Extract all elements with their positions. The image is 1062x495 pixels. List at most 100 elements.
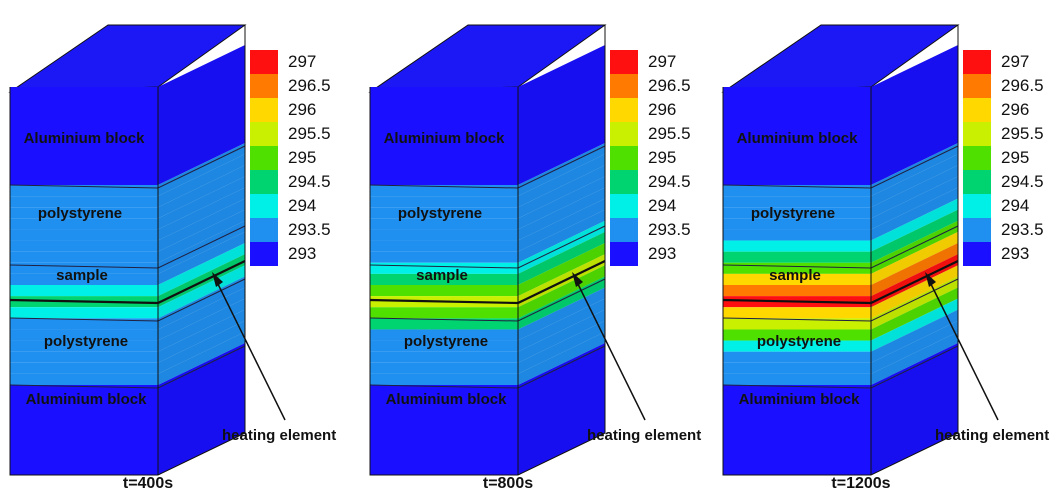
scale-swatch — [610, 50, 638, 74]
scale-tick-label: 294.5 — [648, 172, 691, 191]
label-heating-element: heating element — [222, 427, 336, 444]
label-sample: sample — [769, 267, 821, 284]
front-layer — [370, 385, 518, 475]
front-layer — [10, 240, 158, 252]
scale-swatch — [610, 146, 638, 170]
scale-tick-label: 295.5 — [648, 124, 691, 143]
scale-swatch — [963, 170, 991, 194]
scale-swatch — [250, 170, 278, 194]
label-sample: sample — [416, 267, 468, 284]
side-layer — [518, 198, 605, 252]
scale-tick-label: 293.5 — [648, 220, 691, 239]
side-layer — [158, 265, 245, 319]
side-layer — [518, 176, 605, 230]
arrow-head-icon — [572, 272, 583, 287]
front-layer — [723, 262, 871, 274]
front-layer — [10, 318, 158, 330]
front-layer — [723, 218, 871, 230]
side-layer — [871, 265, 958, 319]
front-layer — [370, 196, 518, 208]
scale-swatch — [250, 122, 278, 146]
front-layer — [10, 273, 158, 285]
side-layer — [518, 265, 605, 319]
scale-tick-label: 296.5 — [1001, 76, 1044, 95]
scale-tick-label: 294.5 — [1001, 172, 1044, 191]
front-layer — [723, 285, 871, 297]
side-layer — [871, 187, 958, 241]
scale-tick-label: 296.5 — [648, 76, 691, 95]
scale-swatch — [250, 146, 278, 170]
front-layer — [10, 285, 158, 297]
heating-arrow — [573, 275, 646, 421]
scale-tick-label: 295.5 — [288, 124, 331, 143]
side-layer — [158, 320, 245, 374]
scale-swatch — [250, 74, 278, 98]
front-layer — [370, 87, 518, 185]
scale-swatch — [963, 218, 991, 242]
front-layer — [723, 385, 871, 475]
scale-tick-label: 296 — [288, 100, 316, 119]
scale-tick-label: 297 — [288, 52, 316, 71]
side-layer — [871, 243, 958, 297]
side-layer — [158, 176, 245, 230]
front-layer — [723, 340, 871, 352]
scale-swatch — [250, 218, 278, 242]
scale-tick-label: 297 — [1001, 52, 1029, 71]
scale-tick-label: 294 — [648, 196, 676, 215]
scale-tick-label: 296 — [648, 100, 676, 119]
front-layer — [723, 87, 871, 185]
front-layer — [10, 207, 158, 219]
side-layer — [518, 187, 605, 241]
side-layer — [158, 154, 245, 208]
panel-1: Aluminium block polystyrene sample polystyr… — [8, 24, 336, 492]
front-layer — [10, 218, 158, 230]
label-heating-element: heating element — [587, 427, 701, 444]
panel-3: Aluminium block polystyrene sample polystyr… — [721, 24, 1049, 492]
front-layer — [723, 207, 871, 219]
front-layer — [723, 307, 871, 319]
front-layer — [723, 185, 871, 197]
scale-tick-label: 294 — [288, 196, 316, 215]
heating-arrow — [213, 275, 286, 421]
scale-tick-label: 296.5 — [288, 76, 331, 95]
scale-swatch — [963, 242, 991, 266]
front-layer — [370, 329, 518, 341]
label-sample: sample — [56, 267, 108, 284]
side-layer — [158, 231, 245, 285]
scale-swatch — [610, 242, 638, 266]
front-layer — [370, 351, 518, 363]
color-scale: 297 296.5 296 295.5 295 294.5 294 293.5 293 — [610, 50, 691, 266]
front-layer — [370, 240, 518, 252]
side-layer — [518, 231, 605, 285]
time-caption: t=1200s — [831, 475, 890, 492]
front-layer — [370, 307, 518, 319]
side-layer — [518, 343, 605, 475]
arrow-head-icon — [925, 272, 936, 287]
side-layer — [871, 287, 958, 341]
front-layer — [370, 185, 518, 197]
time-caption: t=800s — [483, 475, 533, 492]
front-layer — [723, 373, 871, 385]
side-layer — [518, 320, 605, 374]
panel-2: Aluminium block polystyrene sample polystyr… — [368, 24, 701, 492]
scale-swatch — [610, 170, 638, 194]
scale-swatch — [963, 122, 991, 146]
side-layer — [158, 343, 245, 475]
label-aluminium-bottom: Aluminium block — [739, 391, 861, 408]
scale-swatch — [250, 50, 278, 74]
scale-tick-label: 295 — [288, 148, 316, 167]
front-layer — [370, 251, 518, 263]
side-layer — [158, 254, 245, 308]
front-layer — [723, 196, 871, 208]
side-layer — [518, 165, 605, 219]
front-layer — [370, 362, 518, 374]
front-layer — [723, 318, 871, 330]
side-layer — [518, 287, 605, 341]
scale-tick-label: 294 — [1001, 196, 1029, 215]
front-layer — [723, 251, 871, 263]
side-layer — [871, 331, 958, 385]
side-layer — [871, 309, 958, 363]
scale-swatch — [610, 98, 638, 122]
scale-swatch — [610, 122, 638, 146]
scale-tick-label: 293.5 — [1001, 220, 1044, 239]
